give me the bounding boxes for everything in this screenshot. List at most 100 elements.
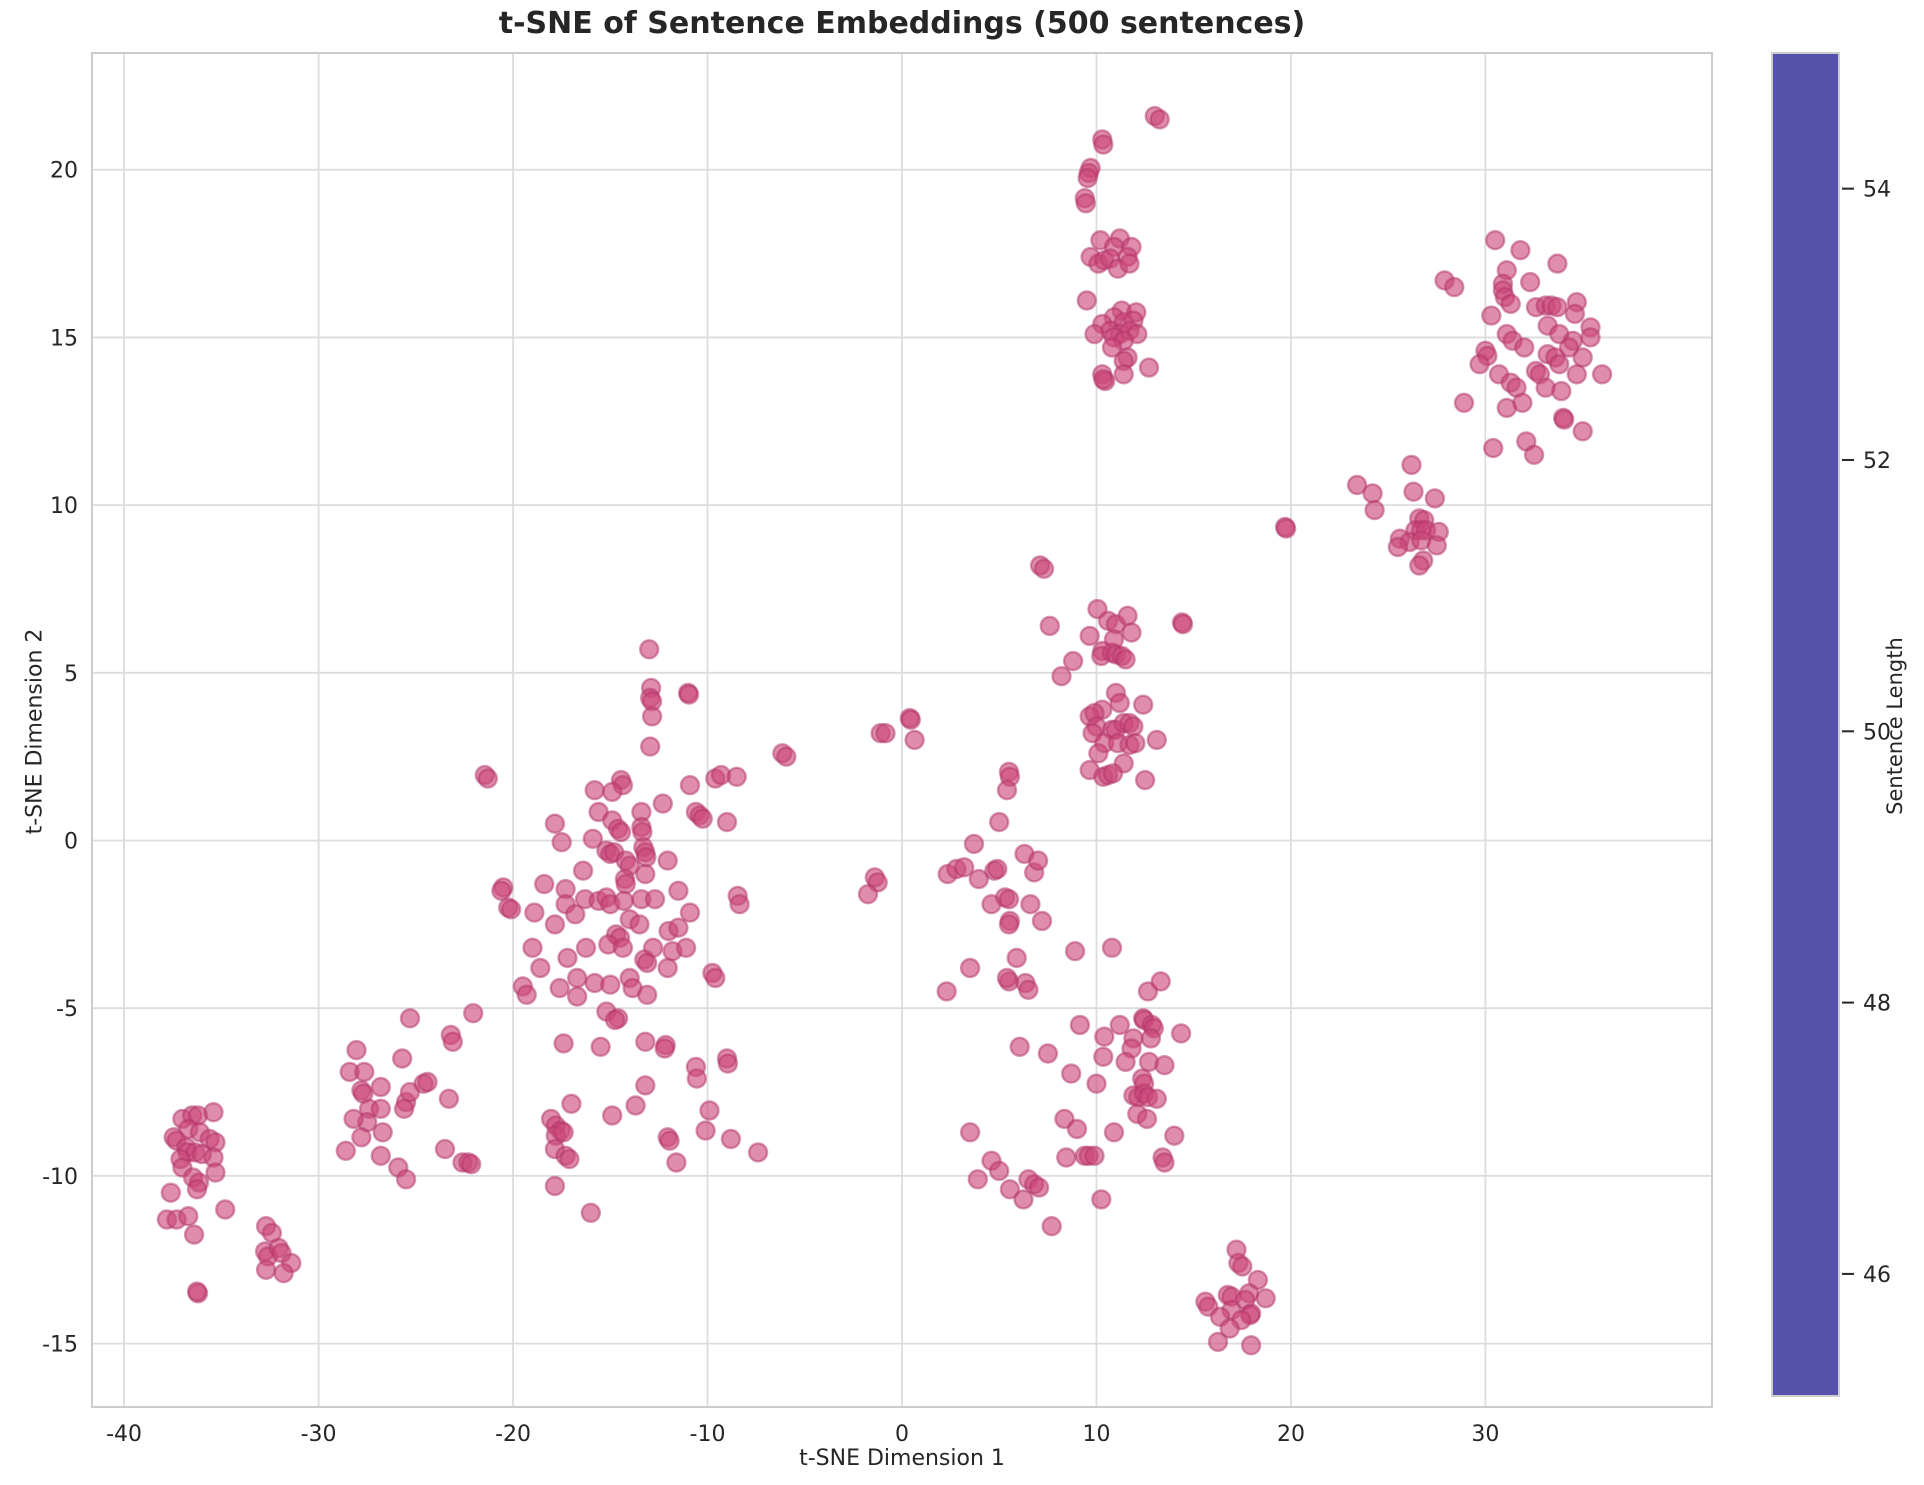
data-point <box>644 889 666 910</box>
data-point <box>1553 409 1575 430</box>
data-point <box>1219 1318 1240 1339</box>
data-point <box>392 1048 413 1069</box>
data-point <box>567 967 588 989</box>
data-point <box>1401 454 1422 476</box>
data-point <box>1500 293 1521 315</box>
x-tick-label: 0 <box>895 1422 909 1447</box>
data-point <box>214 1199 236 1220</box>
data-point <box>981 894 1002 915</box>
data-point <box>565 904 586 925</box>
x-tick-label: -30 <box>301 1422 337 1447</box>
data-point <box>1275 518 1297 539</box>
x-tick-label: 10 <box>1082 1422 1110 1447</box>
y-tick-label: -5 <box>56 997 78 1022</box>
data-point <box>273 1262 294 1284</box>
y-tick-label: 20 <box>50 159 78 184</box>
data-point <box>1075 193 1097 214</box>
data-point <box>1056 1147 1077 1168</box>
data-point <box>612 937 634 958</box>
data-point <box>641 706 663 727</box>
data-point <box>635 1075 656 1096</box>
data-point <box>178 1205 199 1227</box>
data-point <box>1115 649 1136 670</box>
data-point <box>679 775 701 796</box>
data-point <box>1084 323 1105 345</box>
data-point <box>720 1128 742 1150</box>
data-point <box>602 781 623 803</box>
data-point <box>936 981 957 1002</box>
data-point <box>657 850 678 871</box>
data-point <box>1484 229 1506 251</box>
data-point <box>1551 380 1572 402</box>
data-point <box>999 1179 1021 1200</box>
data-point <box>343 1108 364 1130</box>
data-point <box>699 1100 720 1121</box>
data-point <box>602 1105 623 1126</box>
data-point <box>1125 733 1146 754</box>
data-point <box>393 1098 415 1120</box>
data-point <box>1364 499 1385 521</box>
data-point <box>1119 253 1140 274</box>
data-point <box>1020 894 1041 915</box>
data-point <box>530 957 551 979</box>
colorbar-tick-label: 46 <box>1863 1263 1891 1288</box>
data-point <box>1240 1335 1262 1356</box>
data-point <box>996 780 1018 801</box>
data-point <box>1077 167 1098 189</box>
data-point <box>1564 303 1586 325</box>
data-point <box>716 811 738 833</box>
data-point <box>354 1061 375 1083</box>
data-point <box>1093 369 1114 390</box>
data-point <box>1140 1028 1162 1049</box>
data-point <box>1066 1118 1088 1140</box>
colorbar-tick-label: 50 <box>1863 720 1891 745</box>
data-point <box>615 873 636 895</box>
data-point <box>637 984 658 1005</box>
data-point <box>1041 1215 1062 1237</box>
data-point <box>255 1259 277 1281</box>
data-point <box>1146 729 1168 751</box>
data-point <box>1469 354 1490 375</box>
data-point <box>1094 1026 1115 1047</box>
data-point <box>203 1101 224 1123</box>
data-point <box>659 1130 680 1151</box>
data-point <box>1121 622 1142 643</box>
data-point <box>370 1145 391 1167</box>
data-point <box>675 937 697 958</box>
y-tick-label: 5 <box>64 662 78 687</box>
data-point <box>434 1138 456 1160</box>
data-point <box>640 736 661 757</box>
data-point <box>1103 1122 1125 1143</box>
colorbar-label: Sentence Length <box>1883 637 1907 815</box>
data-point <box>1051 666 1072 687</box>
data-point <box>1149 109 1170 130</box>
data-point <box>717 1053 739 1074</box>
data-point <box>1101 937 1123 958</box>
data-point <box>678 684 700 705</box>
y-tick-label: 10 <box>50 494 78 519</box>
data-point <box>1403 481 1424 502</box>
data-point <box>695 1120 716 1141</box>
data-point <box>666 1152 687 1173</box>
data-point <box>580 1202 601 1224</box>
data-point <box>551 832 572 853</box>
colorbar <box>1771 52 1840 1397</box>
data-point <box>461 1153 482 1175</box>
data-point <box>557 947 578 969</box>
data-point <box>1481 305 1502 326</box>
data-point <box>998 914 1020 935</box>
data-point <box>1409 555 1430 576</box>
data-point <box>900 709 921 730</box>
data-point <box>1028 1177 1050 1198</box>
data-point <box>1444 276 1465 298</box>
x-tick-label: -20 <box>495 1422 531 1447</box>
data-point <box>590 1036 611 1058</box>
data-point <box>657 957 678 979</box>
data-point <box>1093 1046 1114 1068</box>
grid-lines <box>92 53 1712 1407</box>
colorbar-tick-label: 48 <box>1863 992 1891 1017</box>
data-point <box>1146 1088 1168 1110</box>
x-tick-labels: -40 -30 -20 -10 0 10 20 30 <box>106 1422 1499 1447</box>
